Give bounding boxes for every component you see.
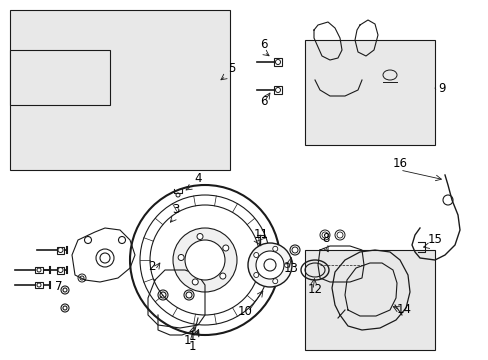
Circle shape <box>247 243 291 287</box>
Circle shape <box>272 246 277 251</box>
Text: 10: 10 <box>238 305 252 318</box>
Text: 11: 11 <box>253 228 268 241</box>
Text: 16: 16 <box>392 157 407 170</box>
Text: 8: 8 <box>321 232 329 245</box>
Bar <box>35 282 43 288</box>
Text: 15: 15 <box>427 233 442 246</box>
Text: 7: 7 <box>55 280 62 293</box>
Circle shape <box>173 228 237 292</box>
Text: 5: 5 <box>227 62 235 75</box>
Text: 6: 6 <box>260 38 267 51</box>
Bar <box>305 250 434 350</box>
Circle shape <box>223 245 228 251</box>
Circle shape <box>264 259 275 271</box>
Text: 12: 12 <box>307 283 323 296</box>
Circle shape <box>178 255 184 261</box>
Text: 13: 13 <box>284 262 298 275</box>
Bar <box>305 40 434 145</box>
Circle shape <box>197 234 203 239</box>
Bar <box>273 86 282 94</box>
Circle shape <box>284 262 289 267</box>
Bar <box>57 266 64 274</box>
Bar <box>10 50 110 105</box>
Text: 1: 1 <box>188 332 198 353</box>
Bar <box>57 247 64 253</box>
Bar <box>35 267 43 273</box>
Text: 14: 14 <box>396 303 411 316</box>
Text: 9: 9 <box>437 82 445 95</box>
Text: 1: 1 <box>183 334 190 347</box>
Text: 1: 1 <box>188 330 195 343</box>
Circle shape <box>272 279 277 284</box>
Bar <box>273 58 282 66</box>
Text: 2: 2 <box>148 260 155 273</box>
Circle shape <box>184 240 224 280</box>
Text: 3: 3 <box>172 203 179 216</box>
Circle shape <box>256 251 284 279</box>
Circle shape <box>253 273 258 278</box>
Circle shape <box>220 273 225 279</box>
Text: 6: 6 <box>260 95 267 108</box>
Bar <box>10 10 229 170</box>
Circle shape <box>192 279 198 285</box>
Text: 4: 4 <box>194 172 201 185</box>
Circle shape <box>253 252 258 257</box>
